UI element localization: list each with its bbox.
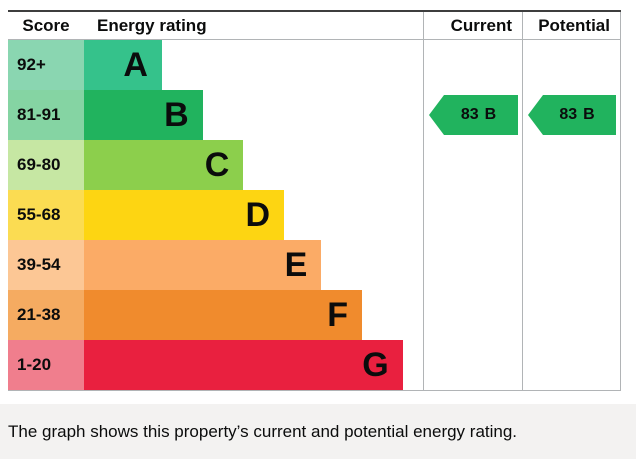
score-range-f: 21-38 bbox=[8, 290, 84, 340]
rating-letter-d: D bbox=[245, 196, 270, 234]
current-cell-c bbox=[423, 140, 522, 190]
rating-letter-e: E bbox=[284, 246, 308, 284]
current-cell-f bbox=[423, 290, 522, 340]
band-row-d: D bbox=[84, 190, 423, 240]
potential-rating-value: 83 bbox=[559, 106, 578, 123]
potential-cell-e bbox=[522, 240, 621, 290]
potential-cell-c bbox=[522, 140, 621, 190]
potential-rating-arrow: 83 B bbox=[528, 95, 616, 135]
potential-cell-b: 83 B bbox=[522, 90, 621, 140]
rating-bar-g: G bbox=[84, 340, 403, 390]
rating-bar-f: F bbox=[84, 290, 362, 340]
band-row-a: A bbox=[84, 40, 423, 90]
rating-bar-b: B bbox=[84, 90, 203, 140]
current-rating-value: 83 bbox=[460, 106, 479, 123]
current-cell-a bbox=[423, 40, 522, 90]
header-current: Current bbox=[423, 12, 522, 40]
band-row-g: G bbox=[84, 340, 423, 390]
potential-cell-d bbox=[522, 190, 621, 240]
rating-letter-a: A bbox=[123, 46, 148, 84]
score-range-g: 1-20 bbox=[8, 340, 84, 390]
rating-bar-c: C bbox=[84, 140, 244, 190]
rating-letter-b: B bbox=[164, 96, 189, 134]
epc-grid: Score Energy rating Current Potential 92… bbox=[8, 10, 621, 391]
header-energy-rating: Energy rating bbox=[84, 12, 423, 40]
epc-rating-chart: Score Energy rating Current Potential 92… bbox=[8, 10, 621, 391]
rating-letter-c: C bbox=[204, 146, 230, 184]
band-row-e: E bbox=[84, 240, 423, 290]
score-range-c: 69-80 bbox=[8, 140, 84, 190]
current-cell-b: 83 B bbox=[423, 90, 522, 140]
potential-cell-g bbox=[522, 340, 621, 390]
header-score: Score bbox=[8, 12, 84, 40]
caption: The graph shows this property’s current … bbox=[8, 421, 518, 441]
potential-cell-f bbox=[522, 290, 621, 340]
score-range-a: 92+ bbox=[8, 40, 84, 90]
band-row-b: B bbox=[84, 90, 423, 140]
current-cell-d bbox=[423, 190, 522, 240]
potential-cell-a bbox=[522, 40, 621, 90]
current-cell-g bbox=[423, 340, 522, 390]
rating-bar-d: D bbox=[84, 190, 284, 240]
rating-bar-e: E bbox=[84, 240, 322, 290]
header-potential: Potential bbox=[522, 12, 621, 40]
score-range-b: 81-91 bbox=[8, 90, 84, 140]
rating-letter-f: F bbox=[327, 296, 348, 334]
band-row-f: F bbox=[84, 290, 423, 340]
current-rating-arrow: 83 B bbox=[429, 95, 518, 135]
caption-area: The graph shows this property’s current … bbox=[0, 404, 636, 459]
potential-rating-band: B bbox=[583, 106, 595, 123]
rating-bar-a: A bbox=[84, 40, 162, 90]
current-rating-band: B bbox=[484, 106, 497, 123]
score-range-d: 55-68 bbox=[8, 190, 84, 240]
rating-letter-g: G bbox=[362, 346, 389, 384]
band-row-c: C bbox=[84, 140, 423, 190]
score-range-e: 39-54 bbox=[8, 240, 84, 290]
current-cell-e bbox=[423, 240, 522, 290]
